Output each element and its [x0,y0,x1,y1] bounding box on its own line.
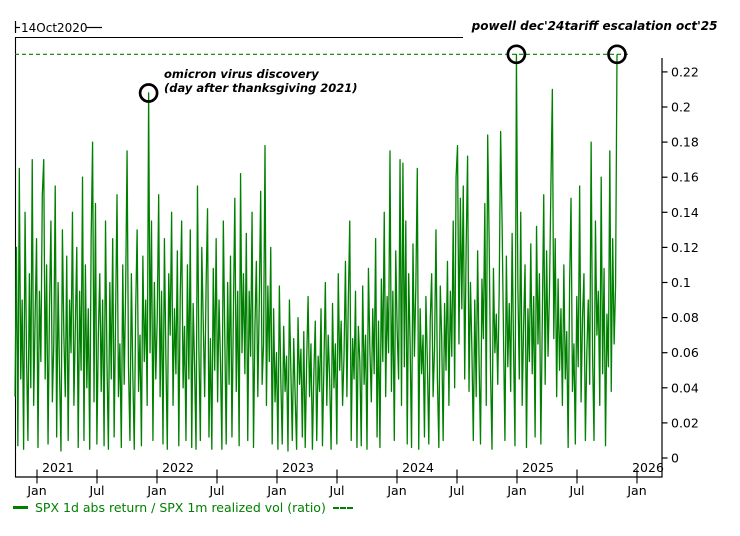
legend-dashed-line-swatch [332,506,353,509]
annotation-circle-powell [506,44,527,65]
annotation-label-powell: powell dec'24 [471,19,565,33]
y-tick-label: 0.18 [671,135,699,150]
month-label: Jul [568,483,584,498]
year-label: 2023 [282,460,314,475]
y-tick-label: 0.04 [671,380,699,395]
month-label: Jul [328,483,344,498]
y-tick-label: 0.02 [671,415,699,430]
month-label: Jul [88,483,104,498]
legend-solid-line-swatch [13,506,28,509]
y-tick-label: 0.06 [671,345,699,360]
year-label: 2022 [162,460,194,475]
range-start-marker: 14Oct2020 [14,21,102,35]
y-tick-label: 0.14 [671,205,699,220]
annotation-label-omicron: omicron virus discovery [164,67,319,81]
y-tick-label: 0.22 [671,64,699,79]
month-label: Jan [506,483,526,498]
y-tick-label: 0 [671,451,679,466]
annotation-circle-omicron [138,83,159,103]
legend-label: SPX 1d abs return / SPX 1m realized vol … [35,500,326,515]
x-axis-year-labels: 2021 2022 2023 2024 2025 2026 [42,460,664,475]
month-label: Jan [26,483,46,498]
month-label: Jul [208,483,224,498]
annotation-labels: omicron virus discovery(day after thanks… [164,19,718,95]
year-label: 2026 [632,460,664,475]
month-label: Jan [146,483,166,498]
year-label: 2021 [42,460,74,475]
x-axis-month-ticks: Jan Jul Jan Jul Jan Jul Jan Jul Jan Jul Jan [26,469,647,498]
annotation-circles [138,44,627,103]
annotation-circle-tariff [607,44,627,65]
annotation-label-omicron: (day after thanksgiving 2021) [164,81,358,95]
y-tick-label: 0.16 [671,170,699,185]
series-line [14,53,618,452]
legend: SPX 1d abs return / SPX 1m realized vol … [13,500,353,515]
y-tick-label: 0.12 [671,240,699,255]
y-tick-label: 0.08 [671,310,699,325]
month-label: Jul [448,483,464,498]
annotation-label-tariff: tariff escalation oct'25 [564,19,717,33]
month-label: Jan [266,483,286,498]
range-start-label: 14Oct2020 [21,21,88,35]
y-axis-ticks: 0 0.02 0.04 0.06 0.08 0.1 0.12 0.14 0.16 0.18 0.2 0… [662,64,699,466]
y-tick-label: 0.2 [671,100,691,115]
month-label: Jan [626,483,646,498]
year-label: 2024 [402,460,434,475]
year-label: 2025 [522,460,554,475]
month-label: Jan [386,483,406,498]
y-tick-label: 0.1 [671,275,691,290]
